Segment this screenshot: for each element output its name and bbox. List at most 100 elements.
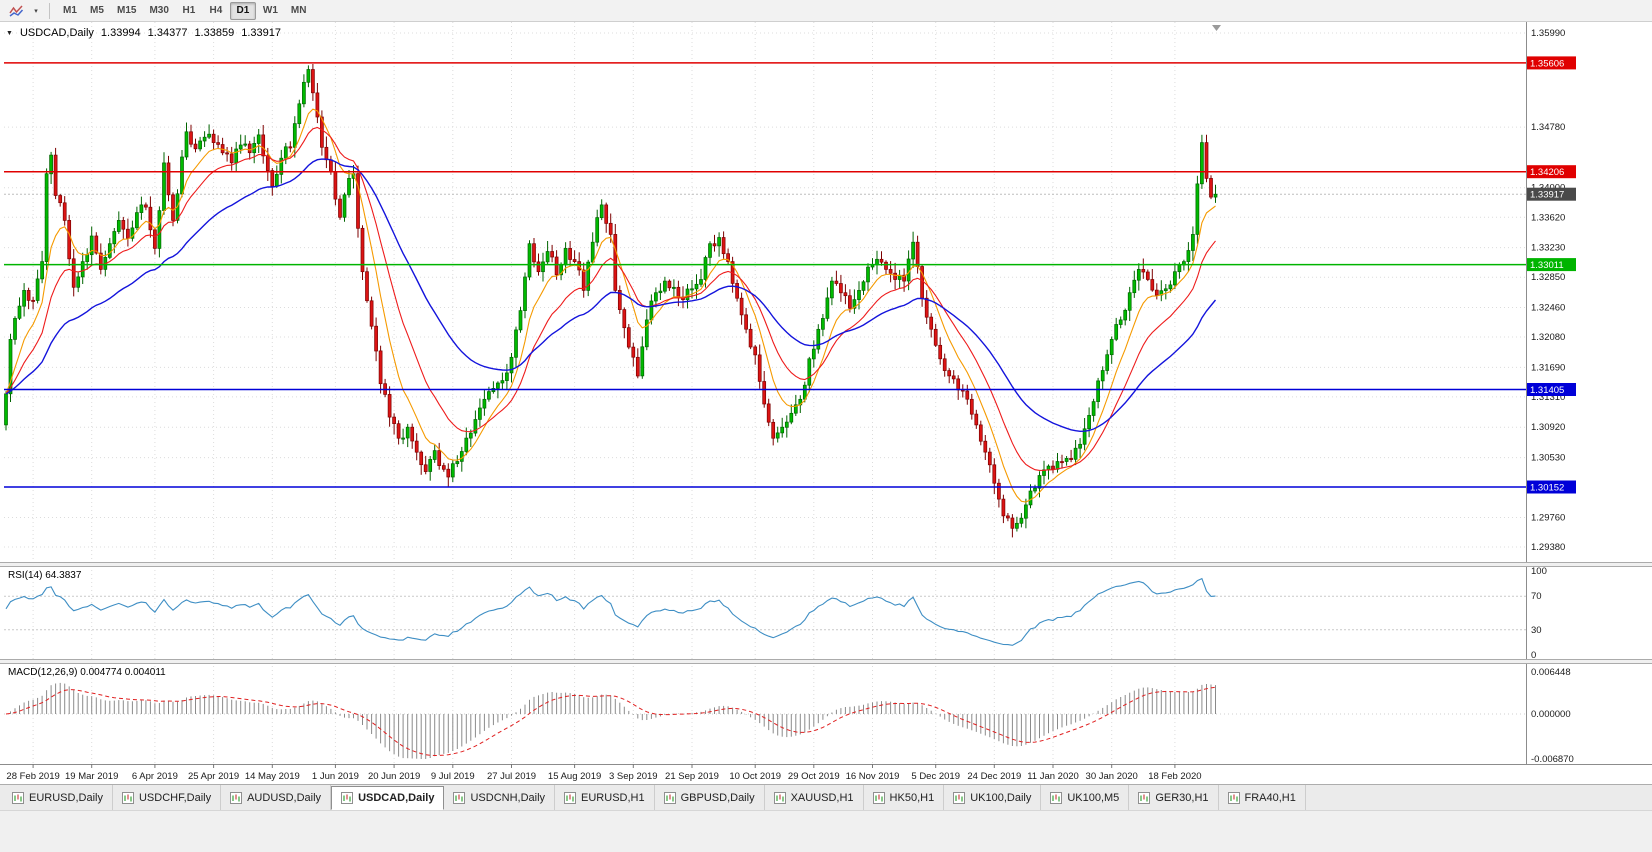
symbol-ohlc-readout: ▼ USDCAD,Daily 1.33994 1.34377 1.33859 1… [6, 27, 281, 39]
price-chart-canvas[interactable]: 1.359901.347801.340001.336201.332301.328… [0, 22, 1652, 784]
candle [635, 348, 640, 379]
candle [365, 267, 369, 303]
candle [216, 135, 220, 150]
candle [171, 192, 175, 227]
panel-splitter[interactable] [0, 659, 1652, 664]
timeframe-button-m15[interactable]: M15 [111, 2, 142, 20]
candle [437, 442, 442, 470]
candle [270, 168, 275, 196]
chart-tab-uk100-m5[interactable]: UK100,M5 [1041, 785, 1130, 810]
candle [229, 146, 234, 171]
price-tick-label: 1.32080 [1531, 332, 1565, 343]
candle [735, 279, 739, 302]
candle [793, 394, 798, 416]
chart-tab-gbpusd-daily[interactable]: GBPUSD,Daily [655, 785, 765, 810]
candle [866, 263, 870, 291]
chart-tab-eurusd-h1[interactable]: EURUSD,H1 [555, 785, 655, 810]
candle [1055, 453, 1060, 473]
chart-shift-marker[interactable] [1212, 25, 1221, 31]
candle [44, 168, 49, 271]
chart-tab-hk50-h1[interactable]: HK50,H1 [864, 785, 945, 810]
chart-tools-button[interactable] [4, 2, 28, 20]
candle [987, 447, 992, 473]
candle [1082, 418, 1087, 451]
candle [775, 426, 780, 443]
chart-tools-caret-icon[interactable]: ▾ [30, 2, 42, 20]
candle [568, 241, 572, 267]
candle [297, 99, 302, 129]
chart-tab-usdchf-daily[interactable]: USDCHF,Daily [113, 785, 222, 810]
toolbar-separator [49, 2, 50, 19]
price-level-badge: 1.31405 [1527, 383, 1576, 396]
candle [897, 269, 902, 289]
chart-tab-usdcad-daily[interactable]: USDCAD,Daily [331, 786, 445, 810]
timeframe-button-m30[interactable]: M30 [143, 2, 174, 20]
candle [983, 435, 988, 460]
candle [67, 214, 72, 266]
candle [374, 317, 378, 362]
candle [654, 287, 658, 308]
timeframe-button-d1[interactable]: D1 [229, 1, 256, 20]
chart-tab-label: XAUUSD,H1 [790, 791, 854, 804]
candle [1127, 286, 1132, 321]
candle [40, 250, 44, 284]
chart-tab-uk100-daily[interactable]: UK100,Daily [944, 785, 1042, 810]
candle [726, 248, 730, 266]
candle [942, 353, 947, 377]
candle [405, 423, 410, 448]
timeframe-button-h1[interactable]: H1 [176, 2, 202, 20]
candle [455, 455, 460, 468]
candle [685, 284, 690, 309]
timeframe-button-mn[interactable]: MN [285, 2, 313, 20]
chart-tab-label: FRA40,H1 [1244, 791, 1296, 804]
chart-tab-audusd-daily[interactable]: AUDUSD,Daily [221, 785, 332, 810]
candle [324, 136, 329, 169]
candle [116, 211, 121, 234]
candle [333, 162, 338, 206]
candle [49, 151, 53, 184]
date-label: 5 Dec 2019 [911, 771, 960, 782]
candle [252, 136, 257, 164]
timeframe-button-m5[interactable]: M5 [84, 2, 110, 20]
candle [879, 251, 884, 266]
chart-tab-icon [341, 792, 354, 804]
candle [1209, 175, 1213, 200]
chart-tab-ger30-h1[interactable]: GER30,H1 [1129, 785, 1219, 810]
date-label: 3 Sep 2019 [609, 771, 658, 782]
candle [924, 290, 929, 324]
timeframe-button-w1[interactable]: W1 [257, 2, 284, 20]
price-tick-label: 1.31310 [1531, 392, 1565, 403]
price-level-badge: 1.34206 [1527, 165, 1576, 179]
candle [717, 232, 721, 257]
chart-tab-icon [230, 791, 243, 804]
chart-tab-label: UK100,M5 [1067, 791, 1120, 804]
chart-tab-eurusd-daily[interactable]: EURUSD,Daily [3, 785, 113, 810]
candle [89, 226, 94, 265]
price-tick-label: 1.30530 [1531, 453, 1565, 464]
timeframe-button-m1[interactable]: M1 [57, 2, 83, 20]
candle [423, 455, 428, 475]
candle [274, 165, 279, 188]
candle [541, 252, 545, 282]
one-click-trading-toggle-icon[interactable]: ▼ [6, 29, 13, 37]
ohlc-high-value: 1.34377 [147, 27, 188, 39]
candle [712, 234, 717, 252]
candle [4, 391, 8, 431]
chart-tab-fra40-h1[interactable]: FRA40,H1 [1219, 785, 1306, 810]
candle [721, 231, 726, 259]
chart-tab-usdcnh-daily[interactable]: USDCNH,Daily [444, 785, 556, 810]
candle [951, 370, 956, 384]
candle [338, 195, 342, 220]
chart-tab-label: AUDUSD,Daily [247, 791, 322, 804]
candle [599, 199, 604, 221]
rsi-line [5, 577, 1216, 646]
candle [468, 429, 473, 447]
chart-tab-icon [12, 791, 24, 804]
price-scale-area[interactable] [1526, 22, 1652, 784]
candle [848, 289, 852, 313]
chart-tab-xauusd-h1[interactable]: XAUUSD,H1 [765, 785, 864, 810]
panel-splitter[interactable] [0, 562, 1652, 567]
candle [748, 323, 753, 350]
timeframe-button-h4[interactable]: H4 [203, 2, 229, 20]
